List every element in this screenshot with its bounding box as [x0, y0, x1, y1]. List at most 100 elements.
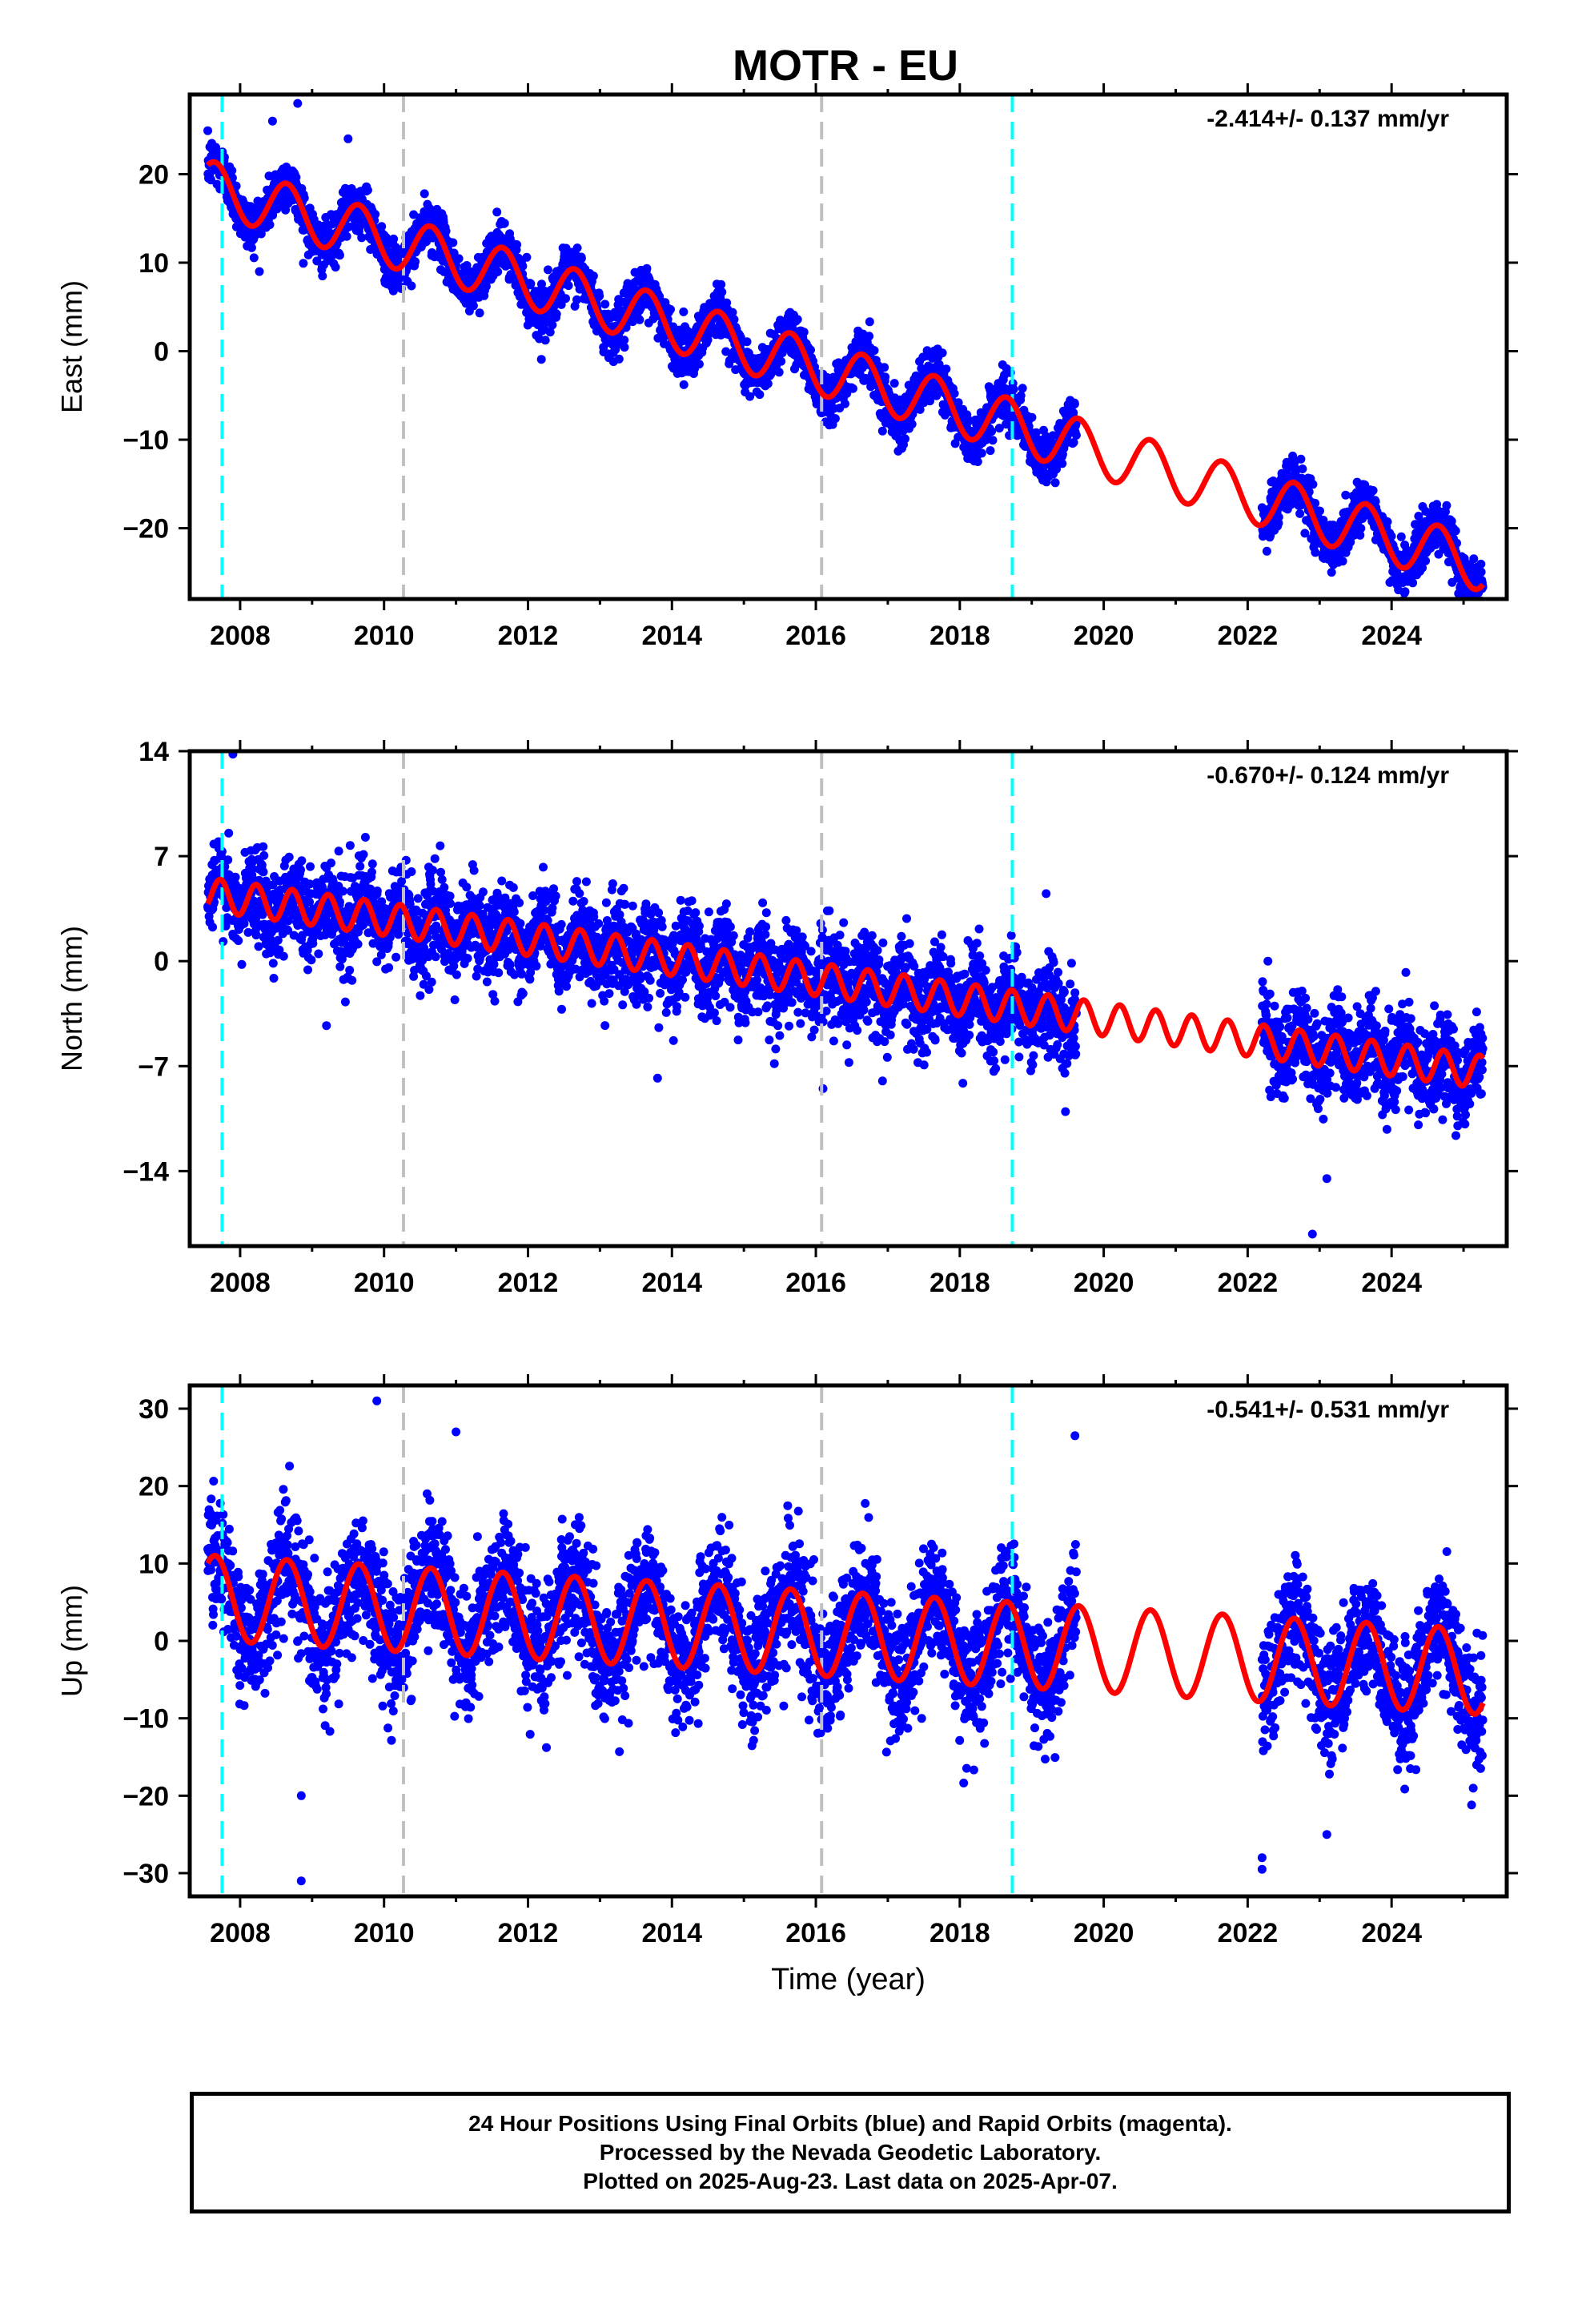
data-point: [1472, 602, 1480, 611]
data-point: [799, 328, 809, 337]
data-point: [389, 234, 399, 243]
data-point: [259, 867, 268, 877]
data-point: [335, 962, 345, 971]
data-point: [353, 939, 363, 949]
data-point: [977, 448, 986, 458]
data-point: [666, 304, 675, 314]
plot-area: [203, 94, 1488, 617]
data-point: [247, 243, 256, 252]
data-points: [203, 99, 1488, 617]
data-point: [448, 238, 458, 247]
data-point: [556, 300, 566, 309]
data-point: [372, 887, 382, 895]
data-point: [224, 828, 234, 838]
data-point: [338, 887, 347, 896]
data-point: [987, 427, 997, 436]
x-tick-label: 2024: [1361, 621, 1422, 651]
x-tick-label: 2022: [1218, 621, 1279, 651]
data-point: [869, 346, 879, 356]
data-point: [492, 207, 502, 217]
data-point: [251, 931, 261, 940]
data-point-outlier: [343, 134, 353, 143]
data-point: [1298, 464, 1307, 473]
data-point: [284, 852, 294, 862]
data-point: [234, 936, 243, 946]
data-point: [299, 259, 308, 268]
data-point: [806, 345, 815, 355]
data-point: [880, 363, 889, 372]
data-point: [407, 867, 416, 876]
x-tick-label: 2020: [1074, 621, 1134, 651]
data-point: [588, 271, 598, 281]
data-point: [291, 172, 301, 182]
data-point: [938, 348, 947, 358]
data-point: [763, 379, 773, 388]
data-point-outlier: [825, 401, 835, 411]
data-point: [367, 867, 376, 877]
data-point: [1442, 501, 1452, 510]
data-point: [1058, 459, 1067, 468]
data-point: [1475, 608, 1484, 617]
data-point: [307, 955, 316, 965]
data-point: [345, 966, 355, 975]
data-point: [1071, 431, 1081, 440]
data-point: [889, 379, 899, 388]
data-point: [296, 865, 305, 875]
data-point: [1295, 509, 1305, 518]
data-point: [1475, 605, 1484, 613]
data-point: [265, 220, 275, 230]
data-point: [1341, 490, 1351, 500]
data-point: [848, 384, 857, 393]
data-point: [1009, 384, 1018, 394]
data-point: [340, 997, 350, 1007]
data-point: [318, 271, 327, 281]
data-point: [536, 355, 546, 364]
data-point: [950, 388, 959, 398]
data-point-outlier: [267, 116, 277, 126]
data-point: [231, 872, 240, 882]
data-point: [1027, 412, 1037, 422]
x-tick-label: 2016: [785, 621, 846, 651]
data-point: [1016, 391, 1026, 400]
data-point: [942, 364, 951, 374]
data-point: [1070, 400, 1079, 408]
data-point: [576, 254, 586, 263]
data-point: [518, 261, 528, 271]
data-point: [512, 240, 522, 249]
data-point: [635, 315, 644, 324]
y-tick-label: −10: [122, 425, 169, 456]
data-point: [360, 833, 370, 842]
data-point: [907, 420, 917, 429]
data-point: [1476, 604, 1485, 613]
panel-north: 2008 2010 2012 2014 2016 2018 2020 2022 2024−14−…: [55, 737, 1518, 1298]
data-point: [548, 320, 557, 330]
data-point: [411, 257, 420, 267]
x-tick-label: 2010: [354, 621, 415, 651]
panels: 2008 2010 2012 2014 2016 2018 2020 2022 2024−20−…: [55, 83, 1518, 1996]
data-point: [865, 317, 874, 327]
data-point: [1476, 567, 1486, 577]
data-point: [297, 856, 307, 866]
data-point: [694, 360, 704, 369]
data-point: [614, 354, 624, 364]
data-point: [357, 233, 367, 243]
data-point: [564, 281, 573, 291]
data-point: [413, 894, 423, 903]
data-point: [475, 308, 484, 318]
data-point: [306, 862, 315, 871]
data-point: [359, 850, 368, 859]
data-point: [717, 279, 726, 289]
data-point: [500, 219, 509, 228]
data-point: [572, 295, 581, 304]
data-point: [1338, 557, 1347, 566]
data-point: [561, 294, 570, 304]
panel-east: 2008 2010 2012 2014 2016 2018 2020 2022 2024−20−…: [55, 83, 1518, 651]
plot-area: [203, 751, 1488, 1246]
data-point: [1368, 486, 1378, 495]
data-point: [1476, 559, 1486, 569]
data-point: [1473, 604, 1482, 613]
data-point: [1274, 513, 1283, 522]
x-tick-label: 2018: [930, 621, 990, 651]
data-point: [303, 965, 312, 975]
data-point: [572, 243, 582, 253]
